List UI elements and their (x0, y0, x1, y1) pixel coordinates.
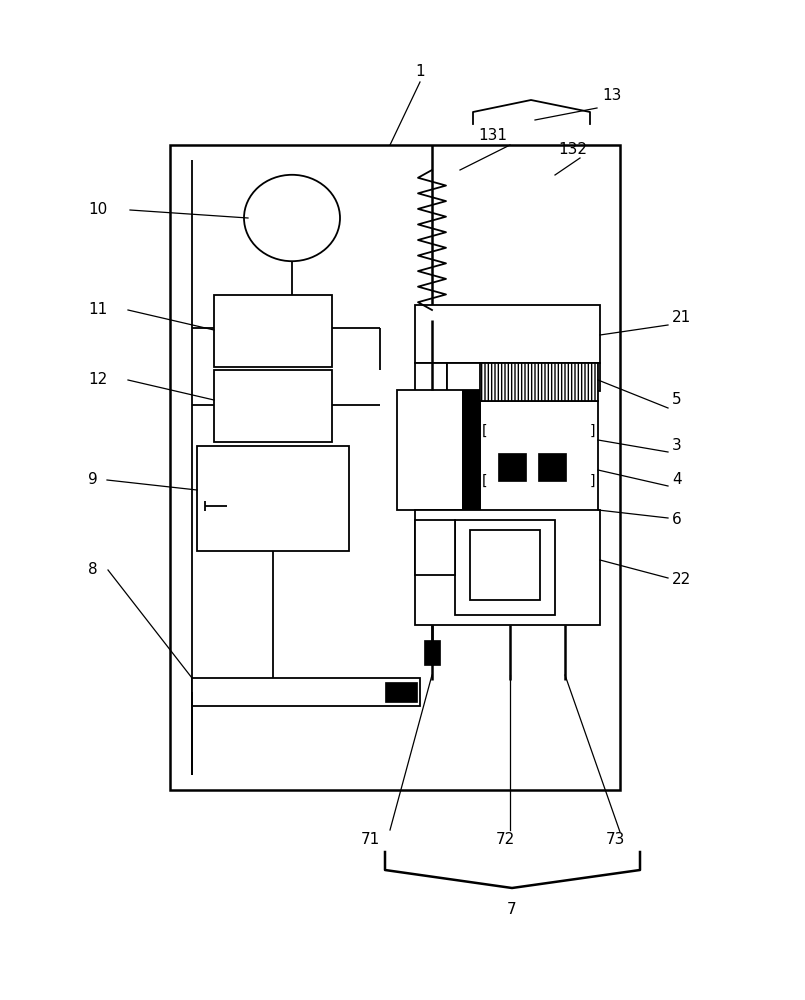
Bar (214, 370, 332, 442)
Text: ]: ] (590, 474, 596, 488)
Text: 131: 131 (478, 127, 507, 142)
Text: [: [ (482, 424, 488, 438)
Bar (455, 520, 555, 615)
Text: 71: 71 (361, 832, 380, 848)
Text: 1: 1 (415, 64, 425, 80)
Bar (397, 390, 480, 510)
Text: 132: 132 (558, 142, 587, 157)
Text: 21: 21 (672, 310, 691, 326)
Bar (192, 678, 420, 706)
Bar (480, 363, 598, 401)
Bar (415, 510, 600, 625)
Bar (415, 363, 447, 393)
Text: 9: 9 (88, 473, 97, 488)
Text: 4: 4 (672, 473, 682, 488)
Bar (424, 640, 440, 665)
Bar (480, 401, 598, 511)
Bar (214, 295, 332, 367)
Bar (415, 520, 455, 575)
Text: 8: 8 (88, 562, 97, 578)
Text: ]: ] (590, 424, 596, 438)
Text: 72: 72 (495, 832, 514, 848)
Text: 6: 6 (672, 512, 682, 528)
Bar (498, 453, 526, 481)
Text: 73: 73 (605, 832, 625, 848)
Text: 11: 11 (88, 302, 107, 318)
Text: 22: 22 (672, 572, 691, 587)
Text: 10: 10 (88, 202, 107, 218)
Bar (538, 453, 566, 481)
Text: 13: 13 (602, 88, 621, 103)
Text: 5: 5 (672, 392, 682, 408)
Bar (462, 390, 480, 510)
Bar (197, 446, 349, 551)
Text: 7: 7 (507, 902, 517, 918)
Text: 12: 12 (88, 372, 107, 387)
Bar (447, 363, 600, 391)
Text: 3: 3 (672, 438, 682, 452)
Bar (170, 145, 620, 790)
Ellipse shape (244, 175, 340, 261)
Bar (470, 530, 540, 600)
Bar (385, 682, 417, 702)
Bar (415, 305, 600, 363)
Text: [: [ (482, 474, 488, 488)
